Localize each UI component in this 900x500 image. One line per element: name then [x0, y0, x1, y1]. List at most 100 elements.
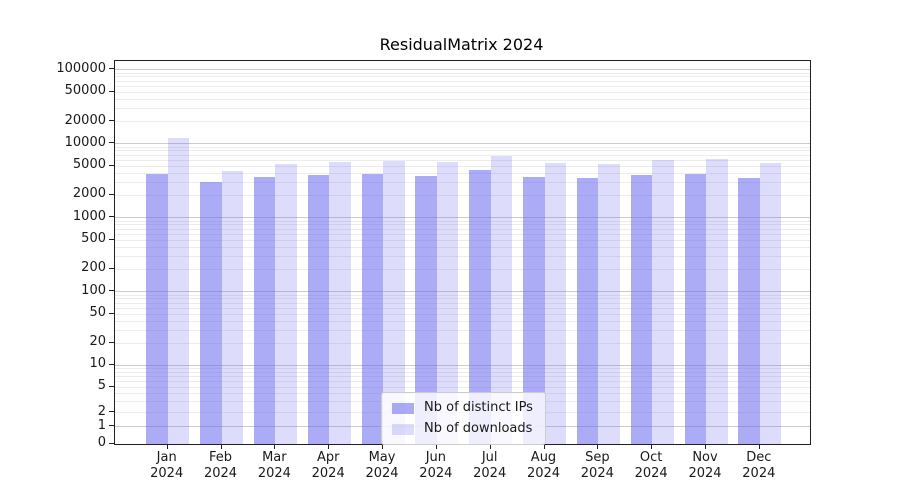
x-tick-mark	[705, 444, 706, 449]
legend-swatch-distinct-ips	[392, 402, 414, 414]
gridline	[115, 85, 810, 87]
y-tick-label: 50000	[64, 83, 106, 99]
bar-downloads	[383, 160, 405, 444]
gridline	[115, 239, 810, 241]
bar-downloads	[544, 163, 566, 444]
y-tick-label: 5	[97, 378, 106, 394]
x-tick-label: Jun 2024	[404, 450, 468, 482]
x-tick-month: Dec	[746, 450, 772, 465]
x-tick-year: 2024	[419, 466, 453, 481]
bar-distinct-ips	[523, 177, 545, 444]
x-tick-label: Dec 2024	[727, 450, 791, 482]
y-tick-label: 20	[89, 334, 106, 350]
gridline	[115, 364, 810, 366]
gridline	[115, 220, 810, 222]
plot-area	[114, 60, 811, 445]
y-tick-mark	[109, 120, 114, 121]
bar-downloads	[329, 162, 351, 444]
gridline	[115, 98, 810, 100]
y-tick-label: 2000	[72, 186, 106, 202]
x-tick-month: Feb	[209, 450, 233, 465]
gridline	[115, 372, 810, 374]
bar-distinct-ips	[146, 174, 168, 444]
legend-item-distinct-ips: Nb of distinct IPs	[392, 400, 533, 416]
bar-downloads	[706, 158, 728, 444]
x-tick-month: Jun	[425, 450, 446, 465]
gridline	[115, 291, 810, 293]
x-tick-month: Mar	[262, 450, 287, 465]
gridline	[115, 246, 810, 248]
x-tick-label: Jul 2024	[458, 450, 522, 482]
x-tick-month: Apr	[316, 450, 340, 465]
x-tick-month: Nov	[692, 450, 718, 465]
bar-downloads	[598, 164, 620, 444]
x-tick-month: Jan	[156, 450, 177, 465]
gridline	[115, 91, 810, 93]
gridline	[115, 380, 810, 382]
gridline	[115, 313, 810, 315]
x-tick-year: 2024	[688, 466, 722, 481]
gridline	[115, 69, 810, 71]
y-tick-mark	[109, 90, 114, 92]
legend: Nb of distinct IPs Nb of downloads	[381, 392, 546, 445]
bar-downloads	[275, 163, 297, 444]
gridline	[115, 368, 810, 370]
gridline	[115, 386, 810, 388]
y-tick-label: 0	[97, 435, 106, 450]
gridline	[115, 217, 810, 219]
gridline	[115, 172, 810, 174]
gridline	[115, 255, 810, 257]
gridline	[115, 376, 810, 378]
gridline	[115, 224, 810, 226]
y-tick-label: 20000	[64, 112, 106, 128]
bar-distinct-ips	[307, 175, 330, 444]
x-tick-year: 2024	[526, 466, 561, 481]
gridline	[115, 298, 810, 300]
x-tick-year: 2024	[742, 466, 776, 481]
y-tick-label: 5000	[72, 157, 106, 173]
y-tick-label: 10000	[64, 134, 106, 150]
x-tick-mark	[543, 444, 545, 449]
bar-downloads	[490, 155, 513, 444]
bar-distinct-ips	[200, 181, 222, 444]
bar-distinct-ips	[738, 177, 760, 444]
x-tick-label: Mar 2024	[242, 450, 306, 482]
bar-downloads	[221, 170, 244, 444]
y-tick-mark	[109, 142, 114, 144]
legend-item-downloads: Nb of downloads	[392, 421, 533, 437]
bar-distinct-ips	[415, 175, 437, 444]
bar-downloads	[167, 137, 190, 444]
gridline	[115, 146, 810, 148]
y-tick-label: 1	[97, 417, 106, 433]
legend-label-downloads: Nb of downloads	[424, 421, 533, 436]
y-tick-mark	[109, 216, 114, 218]
gridline	[115, 80, 810, 82]
x-tick-mark	[382, 444, 384, 449]
x-tick-label: Apr 2024	[296, 450, 360, 482]
y-tick-mark	[109, 363, 114, 365]
gridline	[115, 320, 810, 322]
bar-distinct-ips	[576, 177, 599, 444]
legend-swatch-downloads	[392, 423, 414, 435]
gridline	[115, 165, 810, 167]
bar-downloads	[652, 159, 674, 444]
bar-downloads	[436, 161, 459, 444]
gridline	[115, 194, 810, 196]
x-tick-year: 2024	[203, 466, 238, 481]
x-tick-label: Aug 2024	[512, 450, 576, 482]
x-tick-mark	[489, 444, 491, 449]
x-tick-year: 2024	[365, 466, 399, 481]
y-tick-label: 2	[97, 403, 106, 419]
gridline	[115, 294, 810, 296]
y-tick-mark	[109, 385, 114, 387]
gridline	[115, 150, 810, 152]
bar-distinct-ips	[253, 177, 276, 444]
gridline	[115, 307, 810, 309]
y-tick-label: 200	[81, 260, 106, 276]
y-tick-label: 100000	[56, 60, 106, 76]
chart-title: ResidualMatrix 2024	[379, 35, 544, 54]
x-tick-mark	[758, 444, 760, 449]
gridline	[115, 329, 810, 331]
gridline	[115, 159, 810, 161]
